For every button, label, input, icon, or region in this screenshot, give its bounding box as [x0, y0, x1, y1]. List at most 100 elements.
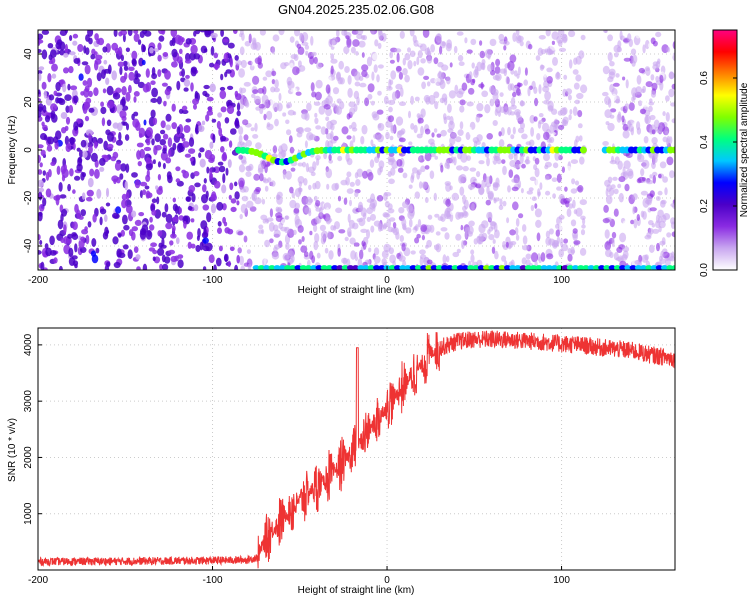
heatmap-cell [335, 207, 343, 214]
heatmap-cell [120, 54, 124, 62]
heatmap-cell [85, 234, 90, 245]
heatmap-cell [530, 204, 535, 212]
heatmap-cell [426, 81, 431, 87]
heatmap-cell [353, 90, 360, 100]
heatmap-cell [285, 242, 290, 250]
heatmap-y-tick-label: -40 [23, 238, 34, 253]
heatmap-cell [125, 191, 130, 201]
heatmap-cell [48, 54, 53, 61]
heatmap-cell [387, 208, 395, 214]
heatmap-cell [383, 213, 391, 218]
heatmap-cell [271, 46, 276, 55]
heatmap-cell [217, 221, 222, 227]
heatmap-cell [125, 163, 130, 173]
heatmap-cell [257, 87, 265, 94]
heatmap-cell [133, 77, 140, 85]
heatmap-cell [316, 252, 321, 259]
heatmap-edge-cell [373, 265, 381, 270]
heatmap-cell [328, 38, 333, 48]
heatmap-cell [383, 192, 388, 201]
heatmap-cell [80, 209, 86, 217]
heatmap-cell [650, 74, 655, 81]
heatmap-cell [485, 199, 491, 206]
heatmap-cell [478, 160, 485, 165]
heatmap-cell [649, 190, 655, 198]
heatmap-cell [213, 180, 221, 189]
heatmap-cell [466, 155, 471, 162]
heatmap-cell [420, 165, 426, 173]
heatmap-cell [385, 131, 390, 140]
heatmap-edge-cell [257, 265, 265, 270]
heatmap-cell [152, 159, 156, 165]
heatmap-cell [407, 59, 413, 70]
heatmap-cell [315, 155, 321, 161]
heatmap-cell [546, 48, 553, 56]
heatmap-cell [502, 165, 507, 176]
heatmap-cell [373, 247, 380, 256]
heatmap-cell [154, 144, 162, 151]
heatmap-cell [572, 234, 578, 241]
heatmap-cell [294, 215, 300, 225]
heatmap-cell [602, 65, 610, 75]
heatmap-cell [580, 229, 586, 236]
heatmap-cell [507, 61, 515, 71]
heatmap-cell [242, 119, 249, 126]
heatmap-cell [78, 238, 85, 249]
heatmap-cell [123, 65, 129, 71]
heatmap-cell [297, 162, 304, 167]
heatmap-cell [99, 208, 107, 215]
heatmap-cell [269, 208, 273, 218]
heatmap-cell [234, 264, 239, 270]
heatmap-cell [223, 221, 228, 227]
heatmap-cell [658, 220, 666, 229]
heatmap-cell [416, 169, 422, 176]
heatmap-cell [542, 122, 550, 133]
heatmap-cell [503, 40, 510, 46]
heatmap-cell [55, 97, 60, 104]
heatmap-cell [508, 169, 514, 179]
heatmap-cell [200, 220, 208, 230]
heatmap-cell [154, 133, 161, 143]
heatmap-cell [459, 212, 465, 217]
heatmap-cell [123, 121, 128, 126]
heatmap-cell [565, 165, 572, 172]
heatmap-cell [527, 86, 531, 97]
heatmap-cell [526, 190, 533, 195]
heatmap-cell [83, 45, 87, 54]
heatmap-cell [326, 183, 330, 190]
heatmap-cell [63, 236, 69, 245]
heatmap-cell [355, 51, 359, 56]
heatmap-cell [428, 94, 436, 105]
heatmap-cell [440, 227, 448, 232]
heatmap-cell [554, 151, 560, 161]
heatmap-cell [331, 196, 338, 202]
heatmap-cell [517, 127, 525, 134]
heatmap-cell [311, 91, 317, 98]
heatmap-cell [38, 66, 45, 71]
heatmap-cell [547, 105, 554, 112]
heatmap-cell [470, 38, 477, 46]
heatmap-cell [80, 236, 86, 242]
heatmap-cell [570, 219, 577, 227]
heatmap-cell [440, 213, 446, 222]
heatmap-cell [135, 121, 141, 132]
heatmap-cell [88, 145, 93, 154]
heatmap-cell [227, 260, 231, 267]
heatmap-cell [90, 152, 98, 162]
heatmap-cell [300, 245, 308, 253]
heatmap-cell [228, 194, 232, 200]
heatmap-cell [87, 221, 92, 228]
heatmap-edge-cell [603, 265, 611, 270]
heatmap-cell [514, 227, 519, 236]
heatmap-edge-cell [446, 265, 454, 270]
heatmap-cell [388, 115, 394, 123]
heatmap-cell [551, 31, 559, 40]
heatmap-cell [665, 258, 671, 267]
heatmap-cell [212, 133, 216, 144]
heatmap-cell [165, 113, 172, 122]
heatmap-cell [143, 146, 152, 152]
heatmap-cell [435, 33, 442, 43]
heatmap-cell [59, 41, 66, 51]
heatmap-cell [417, 50, 423, 59]
heatmap-cell [343, 46, 350, 55]
